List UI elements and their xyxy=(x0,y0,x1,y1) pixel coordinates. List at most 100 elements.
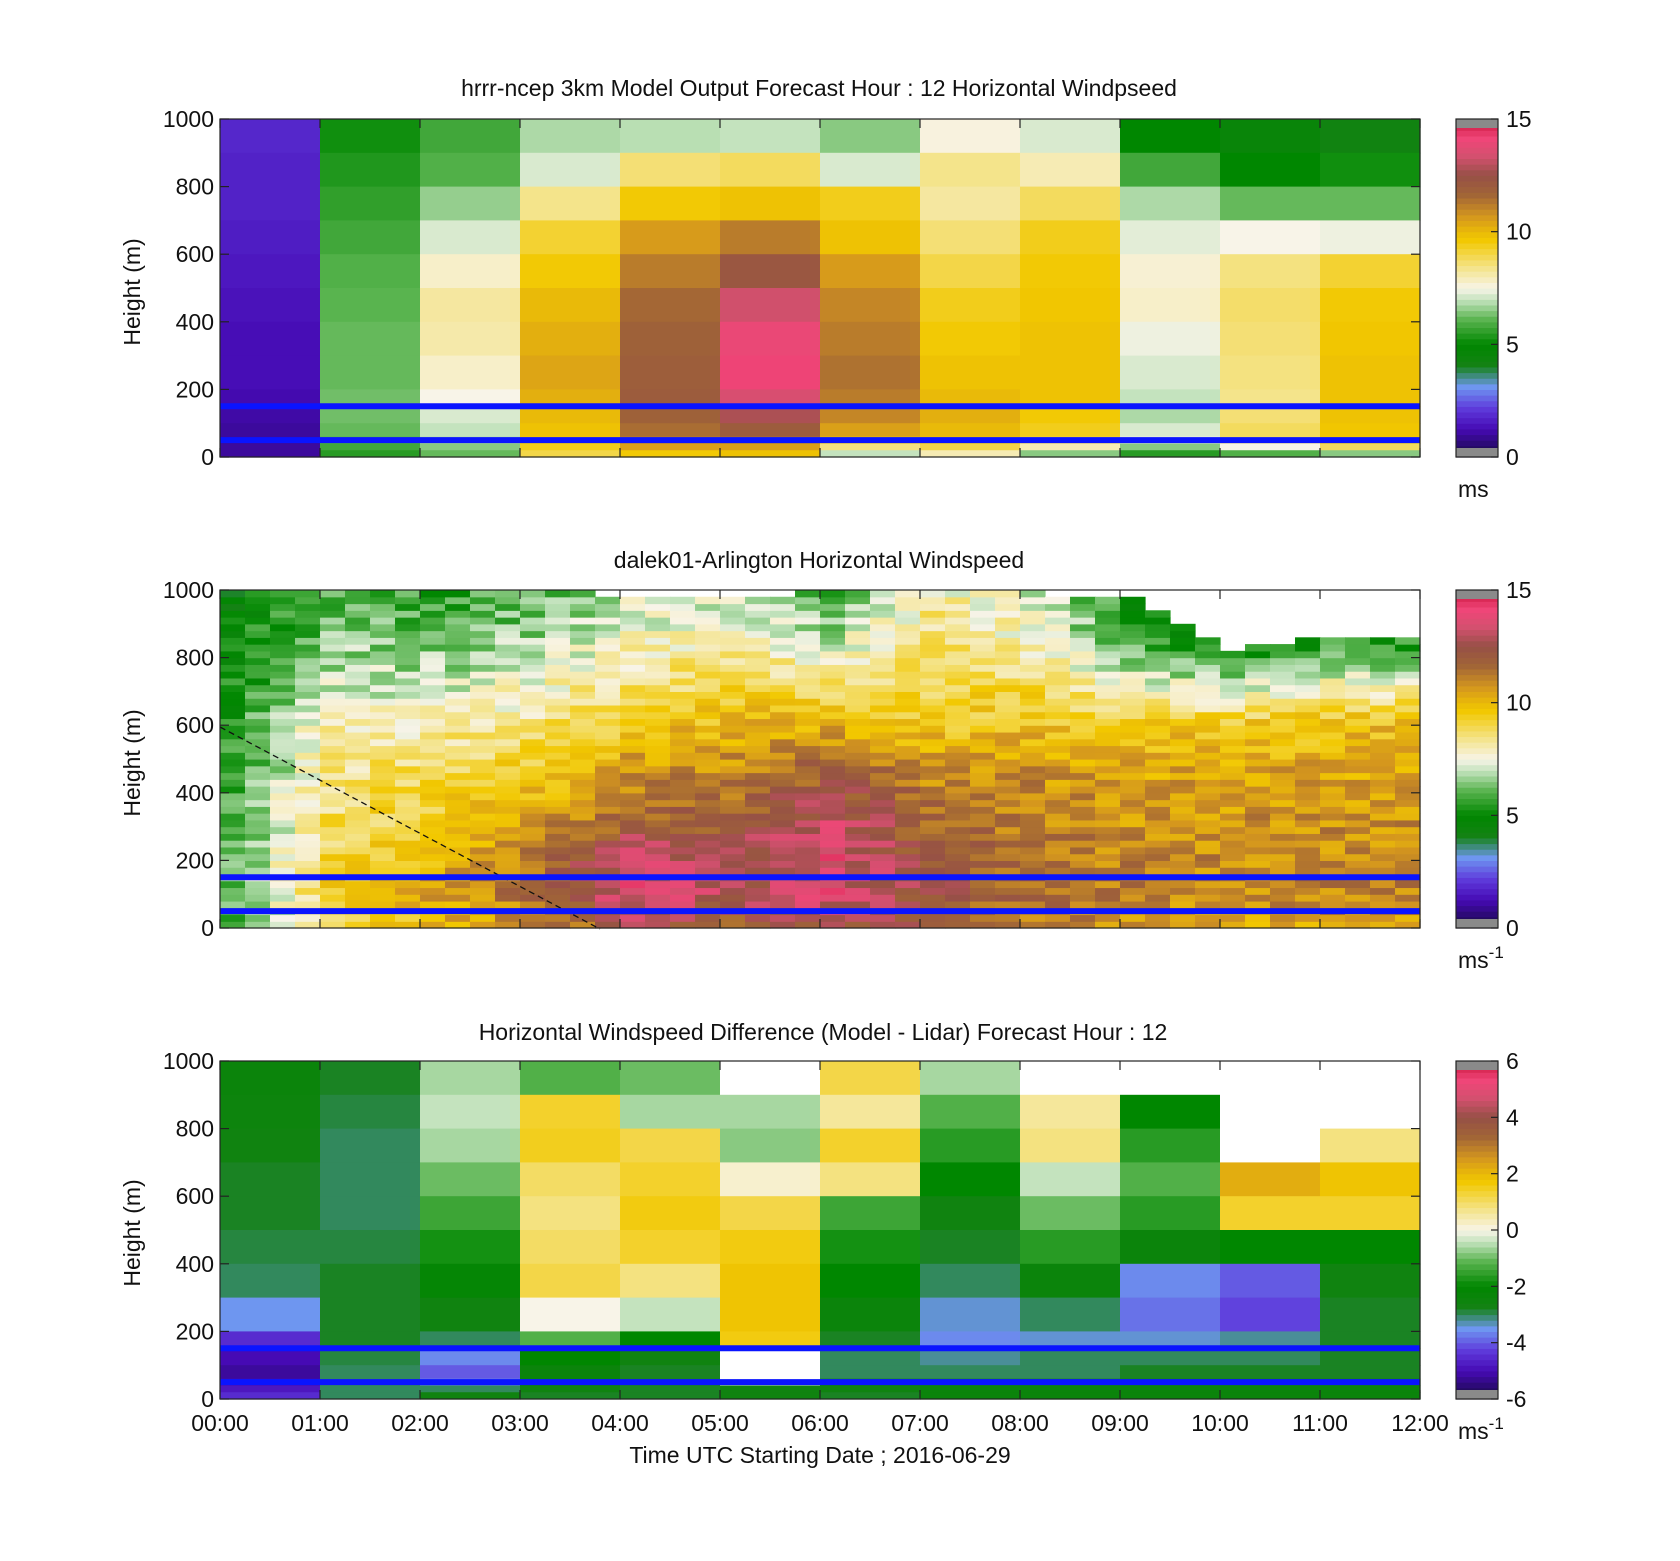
heatmap-cell xyxy=(1220,650,1246,659)
heatmap-cell xyxy=(420,684,446,692)
heatmap-cell xyxy=(695,677,721,686)
heatmap-cell xyxy=(645,786,671,794)
heatmap-cell xyxy=(1120,119,1221,154)
colorbar-segment xyxy=(1456,197,1498,205)
heatmap-cell xyxy=(395,623,421,632)
heatmap-cell xyxy=(320,186,421,221)
heatmap-cell xyxy=(1220,321,1321,357)
heatmap-cell xyxy=(495,813,521,821)
heatmap-cell xyxy=(495,799,521,807)
heatmap-cell xyxy=(1120,698,1146,706)
heatmap-cell xyxy=(720,846,746,855)
heatmap-cell xyxy=(620,698,646,706)
heatmap-cell xyxy=(1145,671,1171,679)
heatmap-cell xyxy=(1095,691,1121,699)
heatmap-cell xyxy=(820,840,846,848)
heatmap-cell xyxy=(720,423,821,438)
heatmap-cell xyxy=(820,833,846,841)
heatmap-cell xyxy=(920,1128,1021,1163)
heatmap-cell xyxy=(1345,786,1371,794)
heatmap-cell xyxy=(345,671,371,679)
heatmap-cell xyxy=(320,792,346,801)
heatmap-cell xyxy=(470,704,496,713)
heatmap-cell xyxy=(720,650,746,659)
heatmap-cell xyxy=(1345,745,1371,753)
heatmap-cell xyxy=(1095,840,1121,848)
heatmap-cell xyxy=(420,840,446,848)
heatmap-cell xyxy=(495,752,521,760)
heatmap-cell xyxy=(1345,704,1371,713)
heatmap-cell xyxy=(545,596,571,605)
heatmap-cell xyxy=(420,637,446,645)
heatmap-cell xyxy=(620,718,646,726)
heatmap-cell xyxy=(470,650,496,659)
colorbar-segment xyxy=(1456,169,1498,176)
heatmap-cell xyxy=(520,691,546,699)
heatmap-cell xyxy=(1020,731,1046,740)
heatmap-cell xyxy=(1345,867,1371,875)
heatmap-cell xyxy=(620,423,721,438)
colorbar-segment xyxy=(1456,400,1498,407)
heatmap-cell xyxy=(420,833,446,841)
heatmap-cell xyxy=(995,671,1021,679)
heatmap-cell xyxy=(870,644,896,652)
heatmap-cell xyxy=(920,650,946,659)
heatmap-cell xyxy=(295,765,321,774)
heatmap-cell xyxy=(920,772,946,780)
heatmap-cell xyxy=(1195,637,1221,645)
y-tick-label: 0 xyxy=(201,444,214,470)
heatmap-cell xyxy=(520,718,546,726)
heatmap-cell xyxy=(345,846,371,855)
heatmap-cell xyxy=(695,819,721,828)
heatmap-cell xyxy=(820,623,846,632)
colorbar-segment xyxy=(1456,770,1498,777)
heatmap-cell xyxy=(320,321,421,357)
heatmap-cell xyxy=(620,840,646,848)
heatmap-cell xyxy=(1245,867,1271,875)
heatmap-cell xyxy=(895,846,921,855)
colorbar-segment xyxy=(1456,1376,1498,1383)
heatmap-cell xyxy=(220,819,246,828)
heatmap-cell xyxy=(920,914,946,922)
heatmap-cell xyxy=(570,603,596,611)
heatmap-cell xyxy=(370,826,396,834)
heatmap-cell xyxy=(1220,772,1246,780)
heatmap-cell xyxy=(1120,1297,1221,1332)
heatmap-cell xyxy=(1320,450,1421,458)
heatmap-cell xyxy=(1345,900,1371,909)
heatmap-cell xyxy=(695,711,721,720)
heatmap-cell xyxy=(1345,799,1371,807)
colorbar-segment xyxy=(1456,815,1498,822)
heatmap-cell xyxy=(1245,819,1271,828)
heatmap-cell xyxy=(645,772,671,780)
colorbar-segment xyxy=(1456,440,1498,447)
heatmap-cell xyxy=(545,813,571,821)
heatmap-cell xyxy=(970,650,996,659)
heatmap-cell xyxy=(820,1196,921,1231)
heatmap-cell xyxy=(320,1331,421,1349)
heatmap-cell xyxy=(1320,1348,1421,1366)
heatmap-cell xyxy=(1195,698,1221,706)
heatmap-cell xyxy=(445,819,471,828)
heatmap-cell xyxy=(620,1061,721,1096)
heatmap-cell xyxy=(295,677,321,686)
heatmap-cell xyxy=(920,819,946,828)
heatmap-cell xyxy=(595,900,621,909)
heatmap-cell xyxy=(1195,745,1221,753)
heatmap-cell xyxy=(320,590,346,598)
heatmap-cell xyxy=(1170,698,1196,706)
heatmap-cell xyxy=(520,671,546,679)
heatmap-cell xyxy=(445,677,471,686)
heatmap-cell xyxy=(620,443,721,451)
heatmap-cell xyxy=(720,792,746,801)
heatmap-cell xyxy=(770,725,796,733)
heatmap-cell xyxy=(1020,610,1046,618)
heatmap-cell xyxy=(1270,799,1296,807)
heatmap-cell xyxy=(670,806,696,814)
heatmap-cell xyxy=(445,840,471,848)
colorbar-segment xyxy=(1456,158,1498,165)
heatmap-cell xyxy=(470,752,496,760)
colorbar-segment xyxy=(1456,344,1498,351)
heatmap-cell xyxy=(545,792,571,801)
heatmap-cell xyxy=(870,833,896,841)
